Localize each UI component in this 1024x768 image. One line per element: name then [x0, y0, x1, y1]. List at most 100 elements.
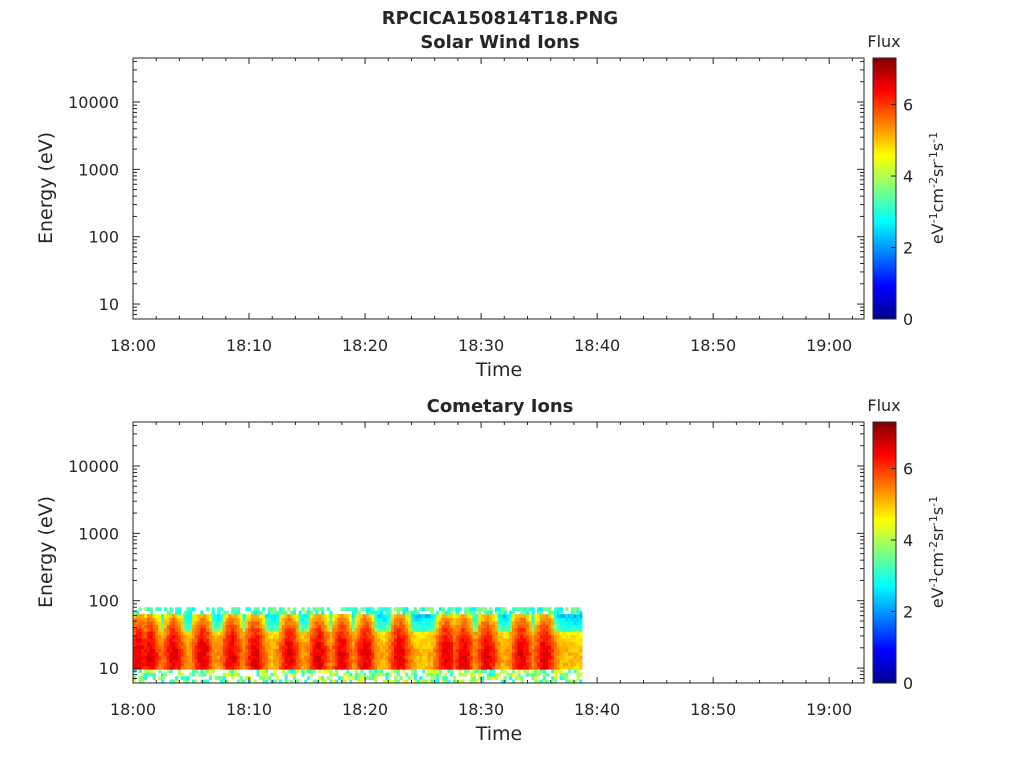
- heatmap-cell: [273, 607, 277, 612]
- heatmap-cell: [520, 655, 524, 660]
- heatmap-cell: [239, 662, 243, 667]
- heatmap-cell: [301, 648, 305, 653]
- heatmap-cell: [551, 652, 555, 656]
- heatmap-cell: [287, 634, 291, 639]
- heatmap-cell: [579, 610, 583, 615]
- heatmap-cell: [155, 645, 159, 649]
- heatmap-cell: [405, 624, 409, 629]
- heatmap-cell: [343, 638, 347, 643]
- heatmap-cell: [559, 676, 563, 680]
- heatmap-cell: [158, 652, 162, 656]
- heatmap-cell: [475, 669, 479, 674]
- heatmap-cell: [321, 648, 325, 653]
- heatmap-cell: [444, 631, 448, 636]
- heatmap-cell: [337, 627, 342, 632]
- heatmap-cell: [326, 624, 330, 629]
- heatmap-cell: [520, 679, 524, 684]
- heatmap-cell: [452, 634, 457, 639]
- heatmap-cell: [570, 662, 575, 667]
- heatmap-cell: [427, 658, 431, 663]
- heatmap-cell: [175, 634, 179, 639]
- heatmap-cell: [475, 621, 479, 625]
- heatmap-cell: [135, 627, 140, 632]
- heatmap-cell: [472, 672, 476, 677]
- heatmap-cell: [436, 610, 440, 615]
- heatmap-cell: [489, 641, 493, 646]
- heatmap-cell: [248, 652, 252, 656]
- heatmap-cell: [242, 627, 246, 632]
- heatmap-cell: [287, 665, 291, 670]
- heatmap-cell: [236, 610, 241, 615]
- heatmap-cell: [309, 627, 314, 632]
- heatmap-cell: [481, 669, 485, 674]
- heatmap-cell: [292, 627, 297, 632]
- heatmap-cell: [329, 641, 333, 646]
- heatmap-cell: [377, 614, 381, 618]
- heatmap-cell: [416, 655, 420, 660]
- heatmap-cell: [149, 658, 154, 663]
- heatmap-cell: [163, 624, 168, 629]
- heatmap-cell: [402, 617, 406, 622]
- heatmap-cell: [388, 655, 392, 660]
- heatmap-cell: [570, 624, 575, 629]
- heatmap-cell: [200, 662, 204, 667]
- heatmap-cell: [231, 676, 235, 680]
- heatmap-cell: [559, 669, 563, 674]
- heatmap-cell: [458, 627, 462, 632]
- heatmap-cell: [570, 645, 575, 649]
- heatmap-cell: [374, 645, 378, 649]
- heatmap-cell: [466, 607, 471, 612]
- heatmap-cell: [405, 627, 409, 632]
- heatmap-cell: [222, 672, 227, 677]
- heatmap-cell: [141, 634, 145, 639]
- heatmap-cell: [405, 655, 409, 660]
- heatmap-cell: [290, 638, 294, 643]
- heatmap-cell: [259, 624, 263, 629]
- heatmap-cell: [253, 665, 257, 670]
- heatmap-cell: [135, 634, 140, 639]
- heatmap-cell: [329, 627, 333, 632]
- heatmap-cell: [483, 655, 488, 660]
- heatmap-cell: [430, 679, 434, 684]
- heatmap-cell: [495, 652, 499, 656]
- heatmap-cell: [472, 638, 476, 643]
- heatmap-cell: [351, 614, 356, 618]
- heatmap-cell: [568, 679, 572, 684]
- heatmap-cell: [307, 607, 311, 612]
- heatmap-cell: [346, 607, 350, 612]
- heatmap-cell: [332, 648, 336, 653]
- heatmap-cell: [391, 662, 395, 667]
- heatmap-cell: [253, 631, 257, 636]
- heatmap-cell: [220, 617, 224, 622]
- heatmap-cell: [323, 679, 328, 684]
- heatmap-cell: [186, 621, 190, 625]
- heatmap-cell: [200, 672, 204, 677]
- heatmap-cell: [545, 652, 549, 656]
- heatmap-cell: [506, 662, 510, 667]
- heatmap-cell: [523, 655, 527, 660]
- heatmap-cell: [155, 638, 159, 643]
- heatmap-cell: [214, 641, 218, 646]
- heatmap-cell: [486, 672, 490, 677]
- heatmap-cell: [141, 655, 145, 660]
- heatmap-cell: [197, 648, 201, 653]
- heatmap-cell: [262, 645, 266, 649]
- heatmap-cell: [537, 655, 541, 660]
- heatmap-cell: [447, 621, 451, 625]
- heatmap-cell: [242, 617, 246, 622]
- heatmap-cell: [495, 662, 499, 667]
- heatmap-cell: [371, 621, 375, 625]
- heatmap-cell: [172, 634, 176, 639]
- heatmap-cell: [222, 679, 227, 684]
- heatmap-cell: [396, 624, 401, 629]
- heatmap-cell: [416, 679, 420, 684]
- heatmap-cell: [402, 614, 406, 618]
- heatmap-cell: [242, 614, 246, 618]
- heatmap-cell: [553, 648, 558, 653]
- heatmap-cell: [200, 634, 204, 639]
- heatmap-cell: [180, 614, 184, 618]
- heatmap-cell: [385, 624, 389, 629]
- heatmap-cell: [438, 614, 443, 618]
- heatmap-cell: [371, 641, 375, 646]
